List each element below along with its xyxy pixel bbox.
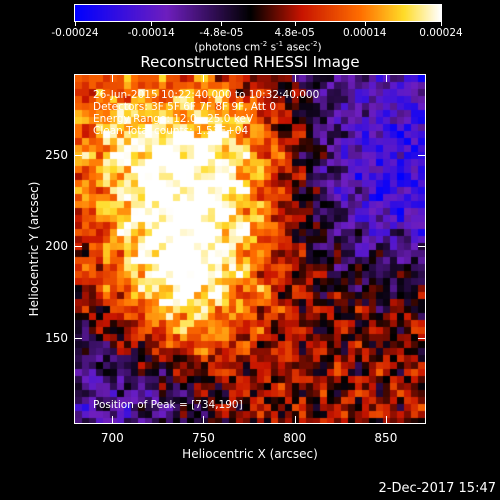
colorbar-tick-label: 4.8e-05 [274, 27, 315, 39]
y-tick-mark [418, 246, 426, 248]
colorbar-tick [441, 22, 442, 26]
y-tick-mark [74, 337, 82, 339]
counts-annotation: Clean Total counts: 1.53E+04 [93, 125, 249, 137]
y-tick-mark [74, 246, 82, 248]
colorbar-tick-label: -4.8e-05 [199, 27, 244, 39]
colorbar-tick-label: -0.00024 [51, 27, 99, 39]
x-tick-mark [385, 416, 387, 424]
x-tick-mark [112, 74, 114, 82]
timestamp: 2-Dec-2017 15:47 [378, 481, 497, 496]
x-tick-mark [112, 416, 114, 424]
x-tick-mark [385, 74, 387, 82]
colorbar-tick-label: 0.00014 [343, 27, 387, 39]
x-tick-mark [294, 74, 296, 82]
colorbar-tick [364, 22, 366, 26]
y-tick-label: 250 [45, 147, 68, 162]
colorbar-units: (photons cm-2 s-1 asec-2) [194, 40, 322, 54]
colorbar-tick-label: -0.00014 [127, 27, 175, 39]
x-axis-label: Heliocentric X (arcsec) [182, 447, 318, 461]
colorbar-tick [294, 22, 296, 26]
time-range-annotation: 26-Jun-2015 10:22:40.000 to 10:32:40.000 [93, 89, 320, 101]
colorbar-tick-label: 0.00024 [419, 27, 463, 39]
plot-area: 26-Jun-2015 10:22:40.000 to 10:32:40.000… [74, 74, 426, 424]
colorbar-tick [75, 22, 76, 26]
y-tick-mark [418, 337, 426, 339]
y-tick-mark [418, 154, 426, 156]
y-tick-label: 200 [45, 239, 68, 254]
chart-title: Reconstructed RHESSI Image [140, 53, 360, 71]
x-tick-label: 700 [100, 431, 124, 445]
x-tick-mark [203, 74, 205, 82]
energy-range-annotation: Energy Range: 12.0 - 25.0 keV [93, 113, 254, 125]
colorbar [74, 4, 442, 22]
x-tick-label: 750 [192, 431, 215, 445]
peak-position-annotation: Position of Peak = [734,190] [93, 399, 243, 411]
x-tick-label: 800 [283, 431, 307, 445]
colorbar-tick [151, 22, 153, 26]
x-tick-label: 850 [374, 431, 398, 445]
detectors-annotation: Detectors: 3F 5F 6F 7F 8F 9F, Att 0 [93, 101, 277, 113]
x-tick-mark [203, 416, 205, 424]
colorbar-tick [221, 22, 223, 26]
heatmap-image [75, 75, 425, 423]
x-tick-mark [294, 416, 296, 424]
y-tick-label: 150 [45, 330, 68, 345]
y-axis-label: Heliocentric Y (arcsec) [27, 181, 41, 317]
y-tick-mark [74, 154, 82, 156]
